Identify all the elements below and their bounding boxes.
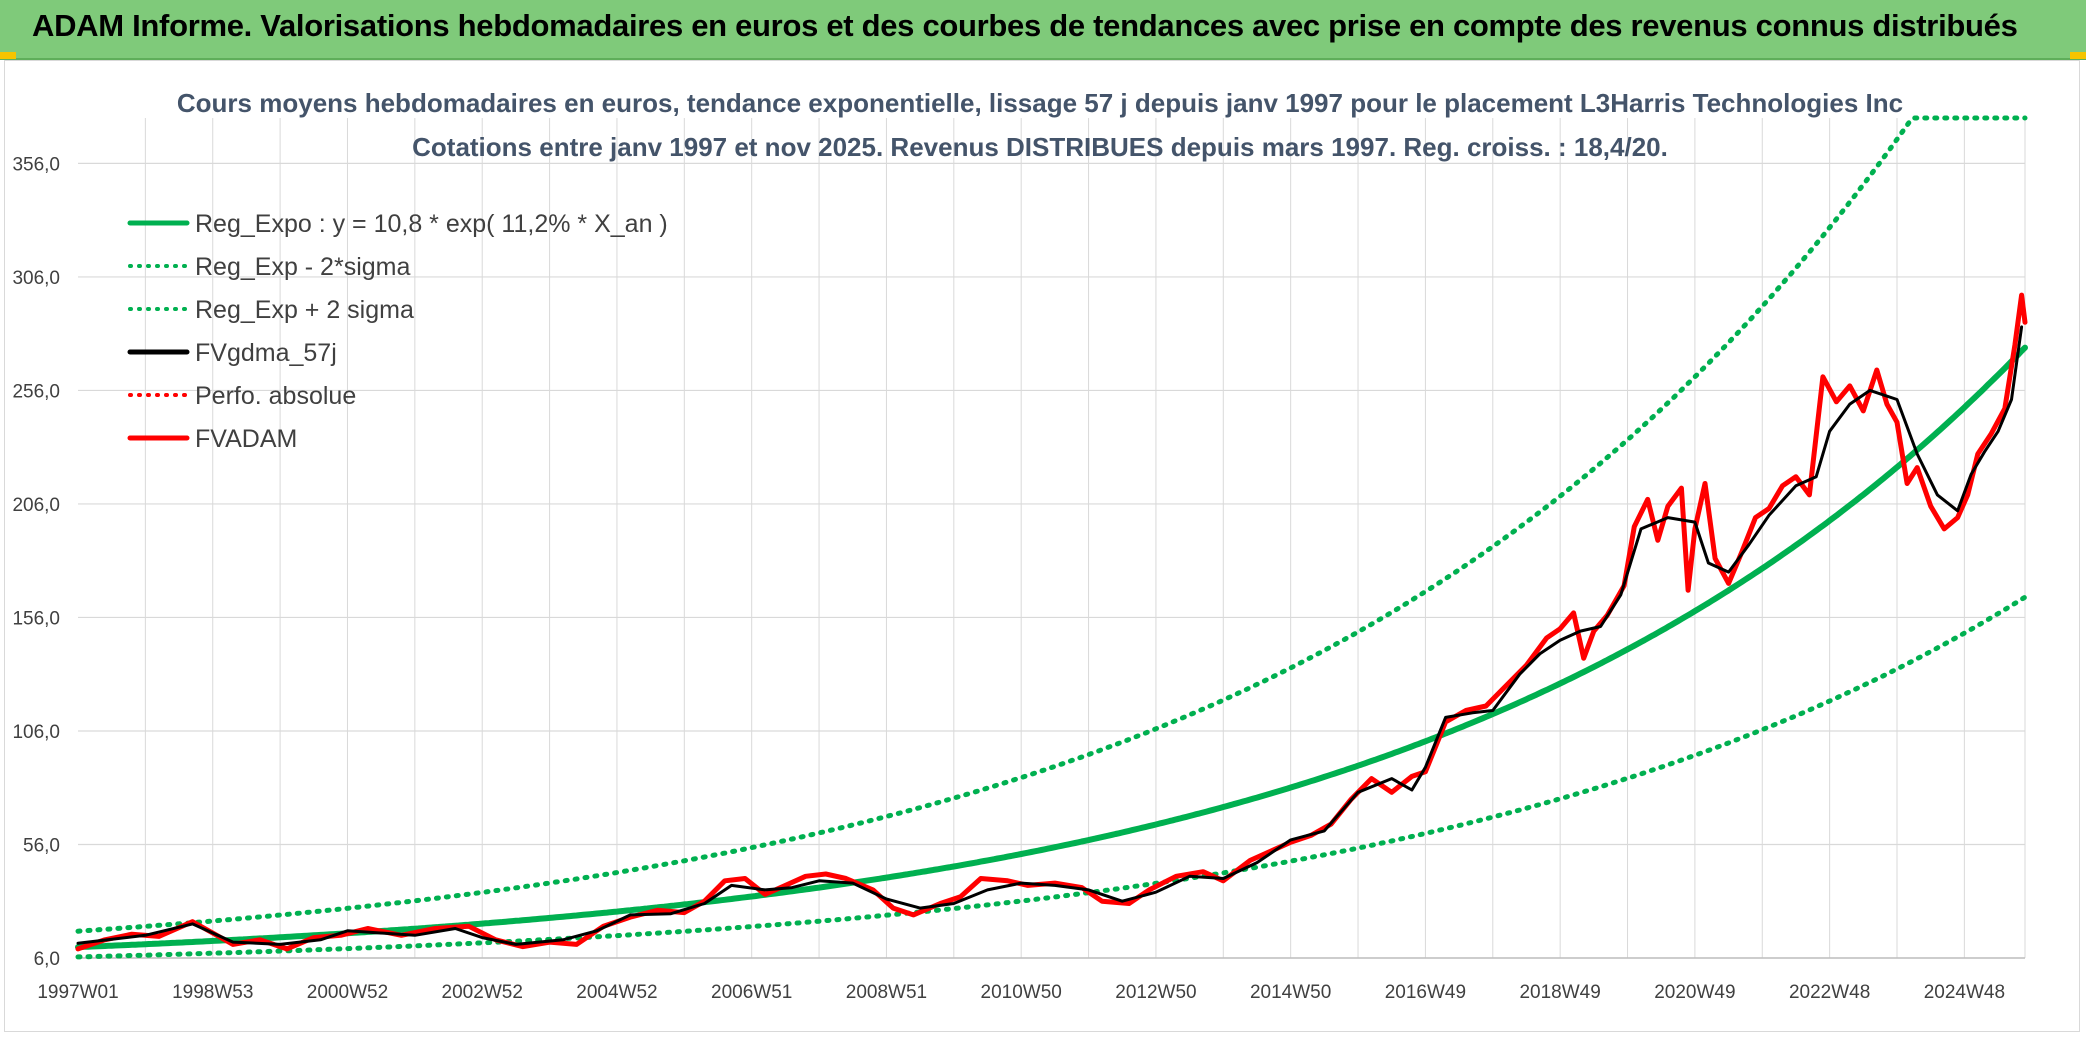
x-tick-label: 2024W48 bbox=[1924, 982, 2005, 1003]
x-tick-label: 2008W51 bbox=[846, 982, 927, 1003]
legend-label: Reg_Exp + 2 sigma bbox=[195, 296, 414, 324]
x-tick-label: 2016W49 bbox=[1385, 982, 1466, 1003]
y-tick-label: 356,0 bbox=[12, 154, 60, 175]
x-tick-label: 2018W49 bbox=[1519, 982, 1600, 1003]
x-tick-label: 2014W50 bbox=[1250, 982, 1331, 1003]
y-tick-label: 106,0 bbox=[12, 722, 60, 743]
header-banner: ADAM Informe. Valorisations hebdomadaire… bbox=[0, 0, 2086, 60]
chart-title-line-1: Cours moyens hebdomadaires en euros, ten… bbox=[177, 88, 1903, 118]
legend-label: Reg_Exp - 2*sigma bbox=[195, 253, 410, 281]
smoothed-line bbox=[76, 325, 2024, 946]
legend-label: Perfo. absolue bbox=[195, 382, 356, 410]
legend-label: Reg_Expo : y = 10,8 * exp( 11,2% * X_an … bbox=[195, 210, 668, 238]
x-tick-label: 2010W50 bbox=[981, 982, 1062, 1003]
legend-label: FVgdma_57j bbox=[195, 339, 337, 367]
legend-label: FVADAM bbox=[195, 425, 297, 453]
corner-marker-left bbox=[0, 52, 16, 59]
x-tick-label: 2004W52 bbox=[576, 982, 657, 1003]
page-title: ADAM Informe. Valorisations hebdomadaire… bbox=[32, 8, 2018, 43]
regression-lower-band bbox=[75, 594, 2028, 960]
y-tick-label: 56,0 bbox=[23, 835, 60, 856]
x-tick-label: 2002W52 bbox=[442, 982, 523, 1003]
chart-grid bbox=[78, 118, 2026, 959]
y-tick-label: 206,0 bbox=[12, 495, 60, 516]
y-tick-label: 256,0 bbox=[12, 381, 60, 402]
y-tick-label: 6,0 bbox=[34, 949, 60, 970]
regression-line bbox=[75, 344, 2028, 951]
chart-title-line-2: Cotations entre janv 1997 et nov 2025. R… bbox=[412, 132, 1668, 162]
corner-marker-right bbox=[2070, 52, 2086, 59]
x-tick-label: 2020W49 bbox=[1654, 982, 1735, 1003]
x-tick-label: 2022W48 bbox=[1789, 982, 1870, 1003]
x-tick-label: 1998W53 bbox=[172, 982, 253, 1003]
regression-upper-band bbox=[75, 115, 2028, 934]
x-tick-label: 2006W51 bbox=[711, 982, 792, 1003]
y-tick-label: 306,0 bbox=[12, 268, 60, 289]
chart-ticks: 6,0 56,0 106,0 156,0 206,0 256,0 306,0 356,0 199… bbox=[12, 154, 2005, 1003]
x-tick-label: 2000W52 bbox=[307, 982, 388, 1003]
x-tick-label: 2012W50 bbox=[1115, 982, 1196, 1003]
chart-legend: Reg_Expo : y = 10,8 * exp( 11,2% * X_an … bbox=[127, 210, 668, 453]
x-tick-label: 1997W01 bbox=[37, 982, 118, 1003]
chart-frame bbox=[4, 60, 2080, 1032]
chart-series bbox=[75, 115, 2028, 960]
y-tick-label: 156,0 bbox=[12, 608, 60, 629]
